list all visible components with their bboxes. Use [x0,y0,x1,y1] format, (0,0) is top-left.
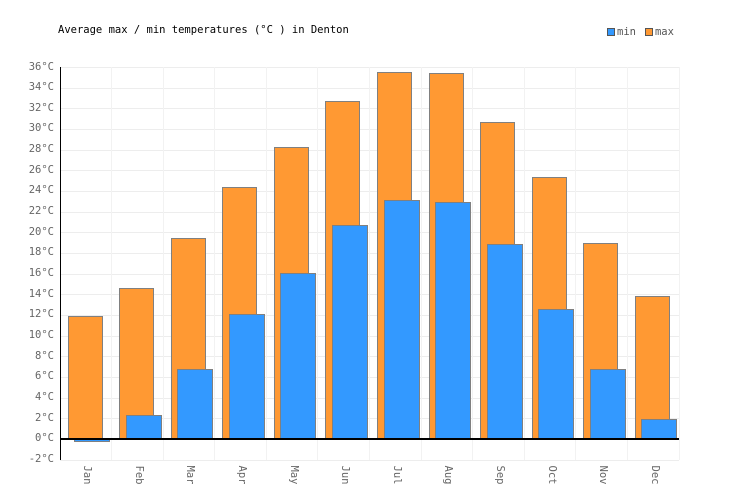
month-label-oct: Oct [545,465,558,485]
bar-min-feb[interactable] [125,415,162,439]
bar-min-mar[interactable] [177,368,214,439]
legend-label-max: max [654,26,674,38]
bar-min-nov[interactable] [589,368,626,439]
month-label-jan: Jan [81,465,94,485]
month-label-dec: Dec [648,465,661,485]
y-tick-label-32: 32°C [28,101,54,114]
bar-max-dec[interactable] [634,296,670,439]
bar-min-aug[interactable] [435,202,472,439]
y-tick-label-8: 8°C [35,349,54,362]
y-tick-label-18: 18°C [28,246,54,259]
month-label-jul: Jul [390,465,403,485]
bar-max-feb[interactable] [119,288,155,439]
y-tick-label--2: -2°C [28,453,54,466]
y-tick-label-14: 14°C [28,287,54,300]
y-tick-label-12: 12°C [28,308,54,321]
month-label-nov: Nov [597,465,610,485]
month-label-aug: Aug [442,465,455,485]
gridline-h--2 [59,459,679,461]
legend-item-min[interactable]: min [607,26,636,38]
gridline-v-11 [626,67,628,460]
month-label-sep: Sep [493,465,506,485]
legend: min max [607,26,674,38]
gridline-v-10 [575,67,577,460]
y-tick-label-4: 4°C [35,391,54,404]
max-series-swatch-icon [644,28,653,36]
month-label-jun: Jun [339,465,352,485]
gridline-v-5 [317,67,319,460]
gridline-v-2 [162,67,164,460]
month-label-feb: Feb [132,465,145,485]
y-tick-label-26: 26°C [28,163,54,176]
y-tick-label-22: 22°C [28,205,54,218]
bar-min-dec[interactable] [641,419,678,439]
gridline-v-12 [678,67,680,460]
month-label-may: May [287,465,300,485]
y-tick-label-2: 2°C [35,411,54,424]
y-tick-label-6: 6°C [35,370,54,383]
bar-max-jan[interactable] [67,315,103,439]
y-tick-label-0: 0°C [35,432,54,445]
y-tick-label-36: 36°C [28,60,54,73]
bar-min-jun[interactable] [331,225,368,439]
month-label-mar: Mar [184,465,197,485]
gridline-v-8 [472,67,474,460]
chart-title: Average max / min temperatures (°C ) in … [58,24,349,36]
gridline-v-1 [111,67,113,460]
bar-min-apr[interactable] [228,313,265,439]
y-axis-line [59,67,61,460]
y-tick-label-24: 24°C [28,184,54,197]
gridline-v-4 [265,67,267,460]
gridline-v-3 [214,67,216,460]
gridline-v-7 [420,67,422,460]
legend-item-max[interactable]: max [644,26,674,38]
bar-min-oct[interactable] [538,308,575,439]
min-series-swatch-icon [607,28,615,36]
gridline-v-9 [523,67,525,460]
y-tick-label-28: 28°C [28,143,54,156]
y-tick-label-34: 34°C [28,81,54,94]
y-tick-label-10: 10°C [28,329,54,342]
x-axis-line [59,437,679,440]
y-tick-label-30: 30°C [28,122,54,135]
month-label-apr: Apr [236,465,249,485]
y-tick-label-20: 20°C [28,225,54,238]
y-tick-label-16: 16°C [28,267,54,280]
bar-min-sep[interactable] [486,243,523,439]
bar-min-jul[interactable] [383,200,420,439]
legend-label-min: min [617,26,636,38]
bar-min-may[interactable] [280,272,317,439]
gridline-v-6 [369,67,370,460]
